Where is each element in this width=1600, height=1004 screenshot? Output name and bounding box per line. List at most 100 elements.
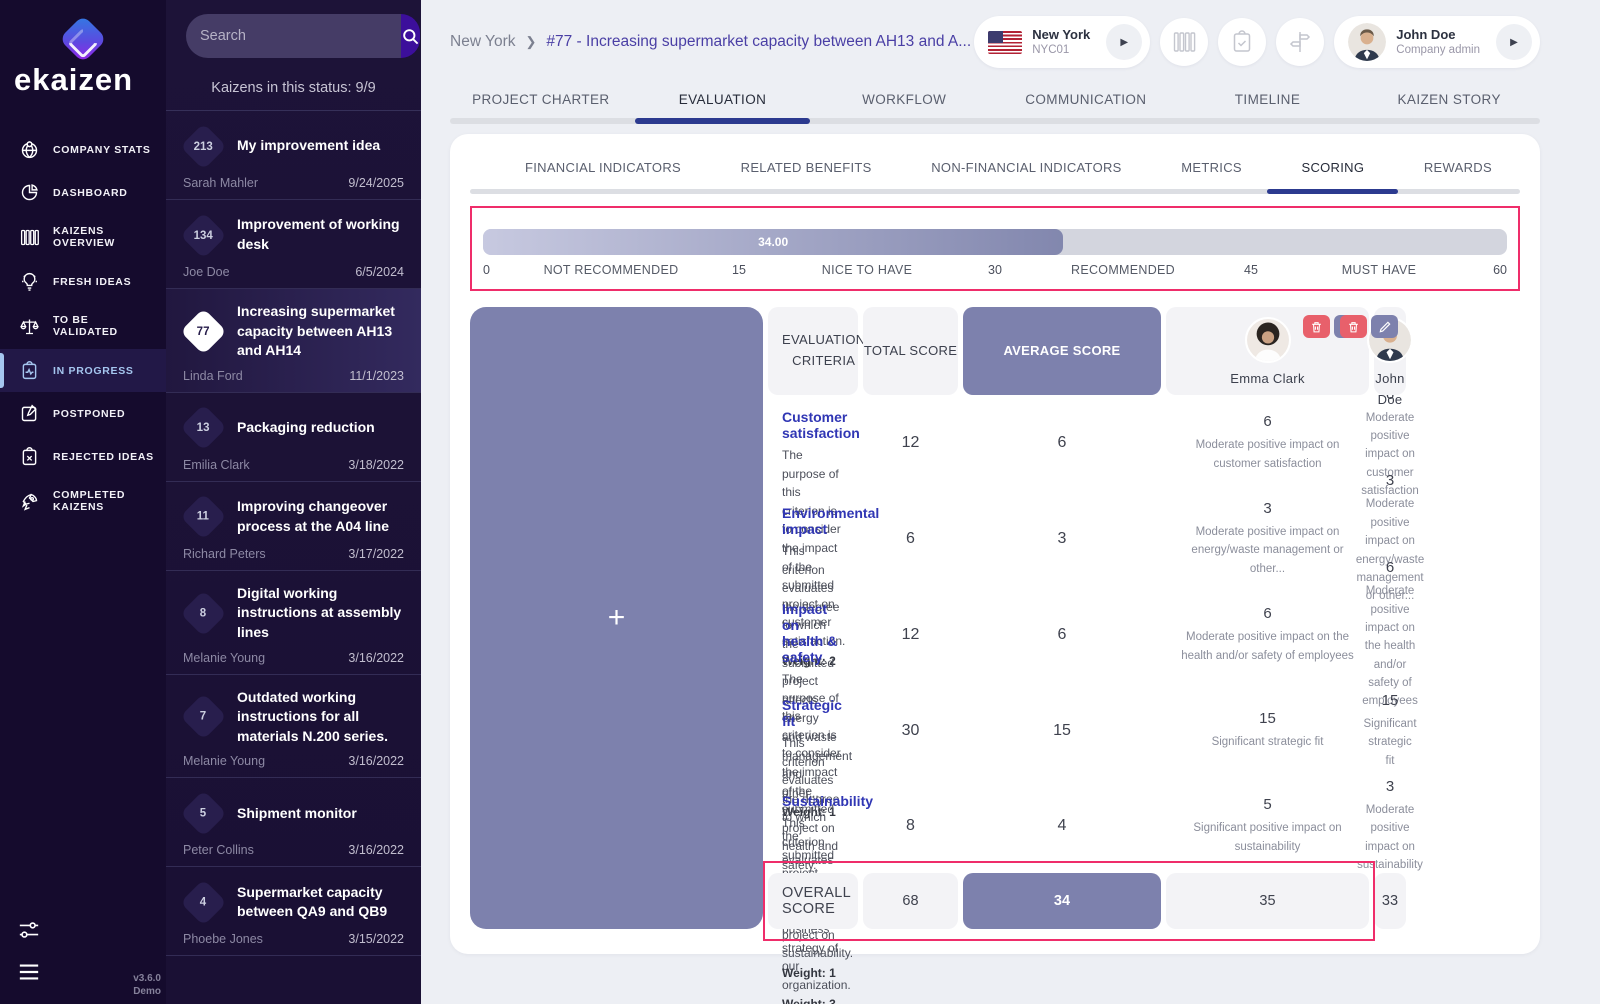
kaizen-list-item[interactable]: 8 Digital working instructions at assembl… <box>166 571 421 675</box>
sidebar-item-label: IN PROGRESS <box>53 364 134 377</box>
scoring-bar-track: 34.00 <box>483 229 1507 255</box>
kaizen-date: 6/5/2024 <box>355 265 404 279</box>
tab-project-charter[interactable]: PROJECT CHARTER <box>472 92 610 107</box>
scale-tick: 30 <box>988 263 1002 277</box>
subtab-scoring[interactable]: SCORING <box>1267 150 1398 194</box>
kaizen-list-item[interactable]: 11 Improving changeover process at the A0… <box>166 482 421 571</box>
nav-menu: COMPANY STATS DASHBOARD KAIZENS OVERVIEW… <box>0 128 166 524</box>
edit-scores-button[interactable] <box>1371 315 1398 338</box>
app-version: v3.6.0 Demo <box>133 973 161 997</box>
kaizen-list-item[interactable]: 134 Improvement of working desk Joe Doe 6/… <box>166 200 421 289</box>
tab-evaluation[interactable]: EVALUATION <box>632 84 814 124</box>
sidebar-item-label: POSTPONED <box>53 407 126 420</box>
kanban-columns-icon <box>1174 32 1196 52</box>
scoring-bar-scale: 0 NOT RECOMMENDED 15 NICE TO HAVE 30 REC… <box>483 261 1507 279</box>
kaizen-list-item[interactable]: 4 Supermarket capacity between QA9 and QB… <box>166 867 421 957</box>
tasks-button[interactable] <box>1218 18 1267 66</box>
delete-evaluator-button[interactable] <box>1303 315 1330 338</box>
sidebar-item-label: COMPANY STATS <box>53 143 151 156</box>
site-selector[interactable]: New York NYC01 ▶ <box>974 16 1151 68</box>
sidebar-item-to-be-validated[interactable]: TO BE VALIDATED <box>0 303 166 349</box>
sidebar-item-label: COMPLETED KAIZENS <box>53 489 126 513</box>
sidebar-item-company-stats[interactable]: COMPANY STATS <box>0 128 166 171</box>
subtab-non-financial-indicators[interactable]: NON-FINANCIAL INDICATORS <box>931 160 1122 175</box>
kaizen-date: 3/18/2022 <box>348 457 404 472</box>
search-button[interactable] <box>401 14 420 58</box>
scale-tick: 60 <box>1493 263 1507 277</box>
tab-timeline[interactable]: TIMELINE <box>1234 92 1301 107</box>
kaizen-date: 3/16/2022 <box>348 843 404 858</box>
breadcrumb-site[interactable]: New York <box>450 33 516 50</box>
milestones-button[interactable] <box>1276 18 1325 66</box>
criterion-title[interactable]: Strategic fit <box>782 697 842 729</box>
kaizens-overview-button[interactable] <box>1160 18 1209 66</box>
criterion-title[interactable]: Impact on health & safety <box>782 601 838 665</box>
sidebar-item-kaizens-overview[interactable]: KAIZENS OVERVIEW <box>0 214 166 260</box>
scale-tick: 15 <box>732 263 746 277</box>
kaizen-list-item[interactable]: 13 Packaging reduction Emilia Clark 3/18/2… <box>166 393 421 482</box>
subtab-related-benefits[interactable]: RELATED BENEFITS <box>740 160 872 175</box>
sidebar-item-label: DASHBOARD <box>53 186 128 199</box>
user-avatar <box>1348 23 1387 61</box>
sidebar-item-rejected-ideas[interactable]: REJECTED IDEAS <box>0 435 166 478</box>
chevron-right-icon: ▶ <box>1510 36 1518 48</box>
kaizen-id-badge: 13 <box>180 404 227 452</box>
user-expand-button[interactable]: ▶ <box>1496 24 1532 60</box>
evaluator-score-cell: 15 Significant strategic fit <box>1363 691 1417 767</box>
criterion-title[interactable]: Environmental impact <box>782 505 880 537</box>
pie-chart-icon <box>21 184 38 201</box>
search-icon <box>403 28 419 44</box>
evaluator-name: John Doe <box>1375 371 1405 407</box>
site-name: New York <box>1032 26 1091 42</box>
criteria-column-header: EVALUATION CRITERIA <box>768 307 865 395</box>
tab-kaizen-story[interactable]: KAIZEN STORY <box>1397 92 1501 107</box>
subtab-rewards[interactable]: REWARDS <box>1423 160 1492 175</box>
main-tabs: PROJECT CHARTER EVALUATION WORKFLOW COMM… <box>450 84 1540 124</box>
kaizen-author: Peter Collins <box>183 843 254 858</box>
average-score-value: 3 <box>1057 530 1067 547</box>
sidebar-item-completed-kaizens[interactable]: COMPLETED KAIZENS <box>0 478 166 524</box>
sidebar-item-in-progress[interactable]: IN PROGRESS <box>0 349 166 392</box>
chevron-right-icon: ▶ <box>1120 36 1129 48</box>
kaizen-author: Melanie Young <box>183 754 266 769</box>
subtab-metrics[interactable]: METRICS <box>1181 160 1242 175</box>
scale-tick: 0 <box>483 263 490 277</box>
average-score-value: 15 <box>1053 722 1071 739</box>
sliders-icon[interactable] <box>18 920 40 940</box>
logo-diamond-icon <box>58 14 108 64</box>
scoring-table: EVALUATION CRITERIA TOTAL SCORE AVERAGE … <box>470 307 1520 1004</box>
scale-zone: NOT RECOMMENDED <box>543 263 679 277</box>
kaizen-date: 3/15/2022 <box>348 932 404 947</box>
site-expand-button[interactable]: ▶ <box>1106 24 1143 60</box>
search-input[interactable] <box>186 14 401 58</box>
site-code: NYC01 <box>1032 43 1070 56</box>
main-content: New York ❯ #77 - Increasing supermarket … <box>421 0 1600 1004</box>
sidebar-item-fresh-ideas[interactable]: FRESH IDEAS <box>0 260 166 303</box>
plus-icon: + <box>607 601 626 634</box>
tab-communication[interactable]: COMMUNICATION <box>1025 92 1147 107</box>
subtab-financial-indicators[interactable]: FINANCIAL INDICATORS <box>525 160 682 175</box>
user-menu[interactable]: John Doe Company admin ▶ <box>1334 16 1540 68</box>
kaizen-list-item[interactable]: 5 Shipment monitor Peter Collins 3/16/2022 <box>166 778 421 868</box>
average-score-value: 6 <box>1057 434 1067 451</box>
evaluator-score-cell: 3 Moderate positive impact on energy/wast… <box>1355 472 1425 603</box>
sidebar-item-label: KAIZENS OVERVIEW <box>53 225 116 249</box>
sidebar-item-postponed[interactable]: POSTPONED <box>0 392 166 435</box>
sidebar-item-label: TO BE VALIDATED <box>53 314 118 338</box>
kaizen-list-item[interactable]: 213 My improvement idea Sarah Mahler 9/24/… <box>166 111 421 200</box>
scale-zone: RECOMMENDED <box>1071 263 1175 277</box>
hamburger-menu-icon[interactable] <box>18 962 40 982</box>
sidebar-item-dashboard[interactable]: DASHBOARD <box>0 171 166 214</box>
criterion-title[interactable]: Sustainability <box>782 793 874 809</box>
criterion-title[interactable]: Customer satisfaction <box>782 409 860 441</box>
kaizen-list-item[interactable]: 7 Outdated working instructions for all m… <box>166 675 421 779</box>
kaizen-author: Joe Doe <box>183 265 230 279</box>
criterion-cell: Environmental impact This criterion eval… <box>782 505 880 820</box>
kaizen-list-item-selected[interactable]: 77 Increasing supermarket capacity betwee… <box>166 289 421 393</box>
add-evaluator-button[interactable]: + <box>470 307 763 929</box>
kaizen-id-badge: 8 <box>180 589 227 637</box>
tab-workflow[interactable]: WORKFLOW <box>862 92 947 107</box>
evaluator-name: Emma Clark <box>1230 371 1305 386</box>
delete-evaluator-button[interactable] <box>1340 315 1367 338</box>
